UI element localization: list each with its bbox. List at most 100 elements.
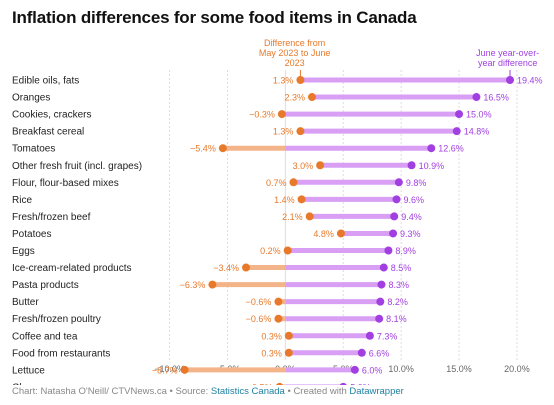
legend-end-label: year difference bbox=[478, 58, 537, 68]
source-link[interactable]: Statistics Canada bbox=[210, 386, 285, 397]
data-label-end: 15.0% bbox=[466, 110, 492, 120]
dot-start-month bbox=[296, 127, 305, 136]
data-label-end: 9.4% bbox=[401, 212, 422, 222]
data-label-end: 5.0% bbox=[350, 382, 371, 385]
dot-start-month bbox=[284, 331, 293, 340]
data-label-end: 9.3% bbox=[400, 229, 421, 239]
dot-start-month bbox=[276, 382, 284, 385]
data-label-start: 0.3% bbox=[261, 348, 282, 358]
range-dot-chart: −10.0%−5.0%0.0%5.0%10.0%15.0%20.0%Differ… bbox=[12, 38, 543, 385]
data-label-end: 6.0% bbox=[362, 365, 383, 375]
data-label-start: 3.0% bbox=[293, 161, 314, 171]
x-tick-label: 20.0% bbox=[504, 364, 530, 374]
category-label: Breakfast cereal bbox=[12, 127, 84, 138]
dot-year-over-year bbox=[376, 297, 385, 306]
dot-start-month bbox=[274, 314, 283, 323]
data-label-end: 7.3% bbox=[377, 331, 398, 341]
legend-start-label: May 2023 to June bbox=[259, 48, 331, 58]
dot-year-over-year bbox=[455, 110, 464, 119]
dot-start-month bbox=[208, 280, 217, 289]
data-label-end: 19.4% bbox=[517, 76, 543, 86]
dot-year-over-year bbox=[377, 280, 386, 289]
data-label-start: 2.1% bbox=[282, 212, 303, 222]
dot-year-over-year bbox=[392, 195, 401, 204]
dot-year-over-year bbox=[506, 76, 514, 84]
category-label: Pasta products bbox=[12, 280, 79, 291]
dot-year-over-year bbox=[407, 161, 416, 170]
dot-start-month bbox=[305, 212, 314, 221]
x-tick-label: 15.0% bbox=[446, 364, 472, 374]
category-label: Lettuce bbox=[12, 365, 45, 376]
data-label-end: 16.5% bbox=[483, 93, 509, 103]
data-label-start: −8.7% bbox=[152, 365, 178, 375]
dot-start-month bbox=[277, 110, 286, 119]
data-label-end: 8.2% bbox=[387, 297, 408, 307]
category-label: Tomatoes bbox=[12, 144, 55, 155]
category-label: Cookies, crackers bbox=[12, 110, 91, 121]
data-label-start: 1.3% bbox=[273, 127, 294, 137]
legend-end-label: June year-over- bbox=[476, 48, 539, 58]
data-label-end: 8.9% bbox=[395, 246, 416, 256]
data-label-start: 4.8% bbox=[313, 229, 334, 239]
dot-start-month bbox=[284, 348, 293, 357]
legend-start-label: 2023 bbox=[285, 58, 305, 68]
data-label-start: −5.4% bbox=[190, 144, 216, 154]
data-label-end: 10.9% bbox=[419, 161, 445, 171]
footer-middle: • Created with bbox=[284, 386, 350, 397]
dot-year-over-year bbox=[427, 144, 436, 153]
data-label-end: 14.8% bbox=[464, 127, 490, 137]
dot-year-over-year bbox=[452, 127, 461, 136]
chart-title: Inflation differences for some food item… bbox=[12, 8, 417, 27]
data-label-start: 1.4% bbox=[274, 195, 295, 205]
data-label-end: 9.6% bbox=[404, 195, 425, 205]
datawrapper-link[interactable]: Datawrapper bbox=[349, 386, 404, 397]
dot-year-over-year bbox=[379, 263, 388, 272]
data-label-start: 0.7% bbox=[266, 178, 287, 188]
category-label: Fresh/frozen poultry bbox=[12, 314, 101, 325]
category-label: Butter bbox=[12, 297, 39, 308]
data-label-start: 0.3% bbox=[261, 331, 282, 341]
category-label: Food from restaurants bbox=[12, 348, 110, 359]
dot-start-month bbox=[242, 263, 250, 272]
dot-start-month bbox=[296, 76, 305, 84]
chart-footer: Chart: Natasha O'Neill/ CTVNews.ca • Sou… bbox=[12, 386, 404, 397]
category-label: Cheese bbox=[12, 382, 47, 385]
data-label-start: −0.3% bbox=[249, 110, 275, 120]
x-tick-label: 10.0% bbox=[388, 364, 414, 374]
data-label-start: 2.3% bbox=[284, 93, 305, 103]
dot-year-over-year bbox=[390, 212, 399, 221]
data-label-start: −6.3% bbox=[180, 280, 206, 290]
dot-year-over-year bbox=[384, 246, 393, 255]
dot-year-over-year bbox=[365, 331, 374, 340]
dot-year-over-year bbox=[357, 348, 366, 357]
dot-start-month bbox=[274, 297, 283, 306]
x-tick-label: −10.0% bbox=[154, 364, 185, 374]
data-label-start: −0.6% bbox=[246, 314, 272, 324]
legend-start-label: Difference from bbox=[264, 38, 325, 48]
category-label: Edible oils, fats bbox=[12, 76, 79, 87]
dot-start-month bbox=[283, 246, 292, 255]
dot-year-over-year bbox=[472, 93, 481, 102]
data-label-end: 9.8% bbox=[406, 178, 427, 188]
category-label: Eggs bbox=[12, 246, 35, 257]
category-label: Potatoes bbox=[12, 229, 51, 240]
data-label-end: 8.3% bbox=[388, 280, 409, 290]
dot-start-month bbox=[336, 229, 345, 238]
footer-credit: Chart: Natasha O'Neill/ CTVNews.ca • Sou… bbox=[12, 386, 211, 397]
category-label: Rice bbox=[12, 195, 32, 206]
dot-start-month bbox=[297, 195, 306, 204]
category-label: Ice-cream-related products bbox=[12, 263, 132, 274]
category-label: Other fresh fruit (incl. grapes) bbox=[12, 161, 142, 172]
category-label: Oranges bbox=[12, 93, 50, 104]
dot-year-over-year bbox=[394, 178, 403, 187]
data-label-end: 6.6% bbox=[369, 348, 390, 358]
data-label-end: 8.5% bbox=[391, 263, 412, 273]
dot-start-month bbox=[180, 365, 189, 374]
dot-start-month bbox=[316, 161, 325, 170]
category-label: Coffee and tea bbox=[12, 331, 78, 342]
dot-start-month bbox=[218, 144, 227, 153]
dot-start-month bbox=[289, 178, 298, 187]
dot-start-month bbox=[308, 93, 316, 102]
dot-year-over-year bbox=[389, 229, 398, 238]
dot-year-over-year bbox=[375, 314, 384, 323]
